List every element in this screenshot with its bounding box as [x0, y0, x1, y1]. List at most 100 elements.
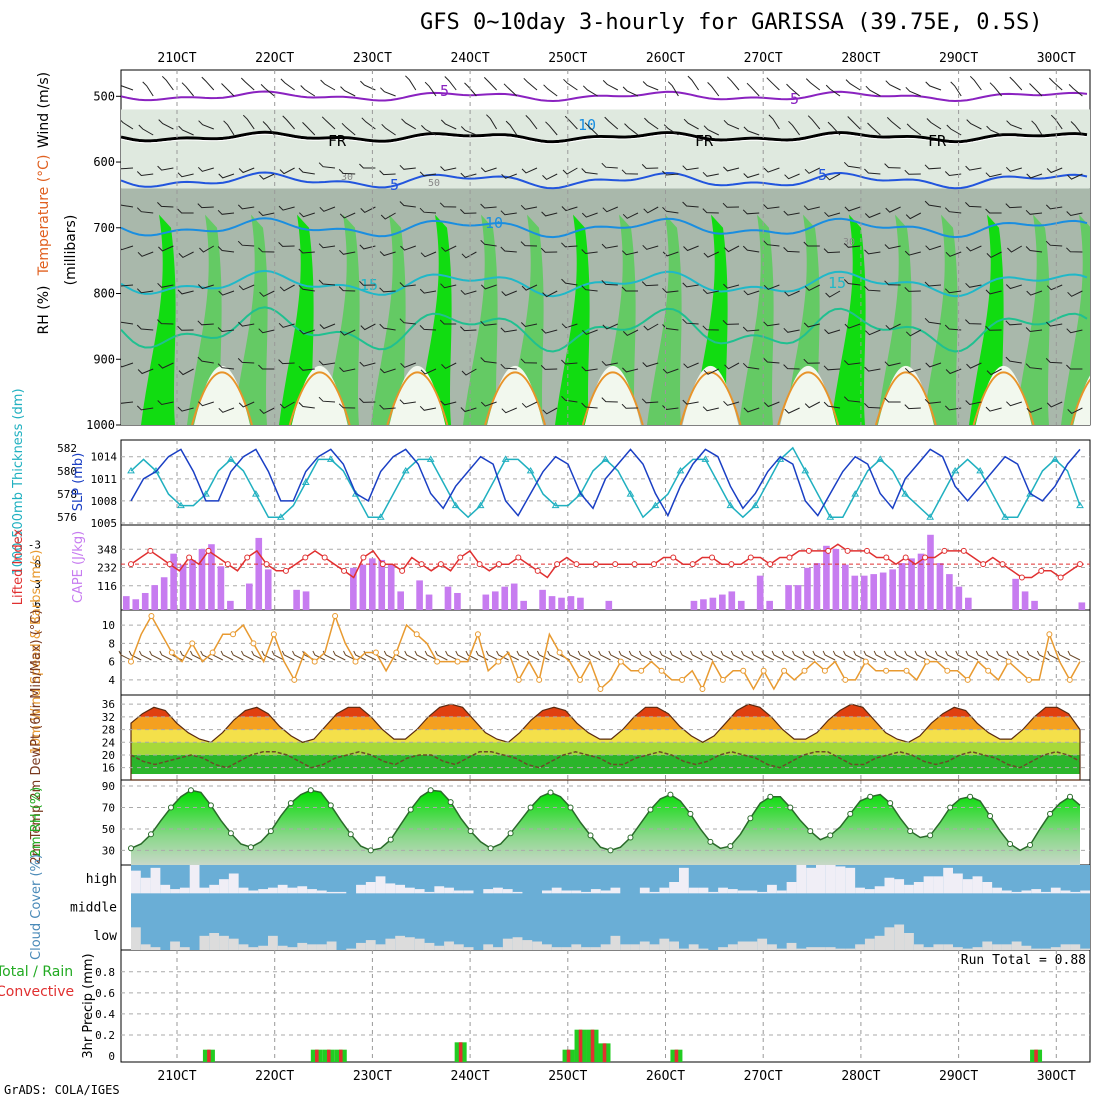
- date-label-top: 24OCT: [451, 51, 490, 66]
- wind10m-barb: [996, 650, 1009, 661]
- cloud-bar-low: [767, 944, 777, 950]
- wind-barb: [642, 362, 659, 368]
- wind-barb: [1067, 407, 1083, 415]
- cloud-bar-low: [786, 942, 797, 950]
- wind10m-barb: [485, 650, 499, 661]
- wind-barb: [824, 329, 841, 335]
- wind-barb: [1070, 121, 1083, 136]
- date-label-bottom: 30OCT: [1037, 1069, 1076, 1084]
- cloud-bar-high: [463, 890, 474, 894]
- precip-tick-label: 0.4: [95, 1008, 115, 1021]
- cloud-bar-low: [424, 942, 435, 950]
- cloud-bar-low: [933, 944, 944, 950]
- wind10m-speed-line-point: [699, 686, 706, 692]
- cape-bar: [756, 575, 764, 610]
- wind-barb: [643, 206, 659, 214]
- contour-label: 15: [828, 274, 846, 292]
- rh2m-line-point: [347, 831, 354, 838]
- lifted-index-line-point: [941, 547, 948, 554]
- wind-barb: [439, 319, 457, 325]
- cloud-bar-high: [590, 889, 601, 894]
- cloud-bar-high: [551, 887, 562, 894]
- wind-barb: [298, 402, 315, 409]
- wind-barb: [258, 211, 275, 217]
- wind-barb: [601, 243, 618, 249]
- cape-bar: [889, 569, 896, 610]
- wind-barb: [420, 368, 437, 375]
- wind-barb: [460, 289, 477, 295]
- wind-barb: [238, 284, 255, 291]
- cloud-bar-low: [199, 935, 210, 950]
- wind-barb: [339, 249, 356, 255]
- cloud-bar-high: [884, 877, 895, 894]
- cloud-bar-high: [835, 866, 846, 894]
- rh-plume: [463, 214, 498, 425]
- wind10m-speed-line-point: [372, 649, 379, 656]
- wind-barb: [440, 283, 457, 289]
- wind10m-barb: [271, 650, 285, 661]
- wind10m-barb: [189, 650, 203, 661]
- wind10m-barb: [261, 650, 275, 661]
- wind-barb: [742, 362, 760, 370]
- wind-barb: [924, 398, 942, 404]
- wind-barb: [682, 201, 699, 208]
- cape-bar: [539, 589, 546, 610]
- wind10m-speed-line-point: [821, 667, 828, 674]
- wind-barb: [181, 82, 194, 97]
- cloud-bar-low: [923, 947, 934, 950]
- wind10m-barb: [220, 650, 234, 661]
- wind-tick-label: 10: [102, 619, 115, 632]
- wind-barb: [722, 320, 740, 325]
- cloud-bar-low: [542, 944, 552, 950]
- cape-bar: [898, 563, 906, 610]
- wind-barb: [319, 323, 336, 330]
- wind10m-speed-line-point: [760, 667, 767, 674]
- wind-barb: [865, 85, 881, 97]
- cape-bar: [217, 566, 225, 610]
- rh2m-line-point: [947, 804, 954, 811]
- wind-barb: [763, 204, 780, 210]
- wind10m-barb: [496, 650, 509, 661]
- lifted-index-line-point: [709, 554, 716, 561]
- wind-barb: [683, 245, 699, 252]
- cape-bar: [170, 553, 177, 610]
- wind-barb: [217, 246, 235, 253]
- cloud-bar-high: [639, 887, 650, 894]
- wind-barb: [784, 173, 800, 180]
- wind-barb: [743, 407, 760, 413]
- temp-band: [131, 742, 1080, 755]
- wind-barb: [543, 84, 558, 97]
- wind-barb: [985, 325, 1002, 331]
- wind-barb: [683, 362, 699, 369]
- cloud-bar-low: [414, 938, 425, 950]
- cape-bar: [510, 583, 518, 610]
- wind-barb: [662, 251, 679, 257]
- cloud-bar-high: [365, 882, 376, 894]
- wind-barb: [723, 166, 740, 172]
- date-label-bottom: 21OCT: [157, 1069, 196, 1084]
- wind-barb: [925, 245, 942, 251]
- wind-barb: [158, 245, 174, 252]
- rh2m-line-point: [1027, 842, 1034, 849]
- rh2m-line-point: [727, 843, 734, 850]
- wind-barb: [1025, 363, 1043, 370]
- wind-barb: [359, 361, 376, 367]
- lifted-index-line-point: [399, 567, 406, 574]
- wind-barb: [1009, 76, 1023, 91]
- wind10m-speed-line-point: [352, 658, 359, 665]
- thickness-line-point: [177, 501, 185, 509]
- wind-barb: [581, 366, 598, 372]
- wind-barb: [950, 81, 962, 97]
- thickness-line-point: [926, 513, 935, 520]
- rh-plume: [233, 214, 268, 425]
- cape-bar: [141, 592, 149, 610]
- wind-barb: [641, 398, 659, 404]
- wind-barb: [121, 167, 134, 170]
- wind-barb: [662, 170, 679, 176]
- cloud-level-label: high: [86, 872, 117, 887]
- wind-barb: [278, 242, 295, 247]
- wind-barb: [703, 368, 720, 375]
- li-tick-label: 3: [34, 578, 41, 591]
- wind-barb: [419, 405, 437, 411]
- wind-barb: [1005, 166, 1022, 172]
